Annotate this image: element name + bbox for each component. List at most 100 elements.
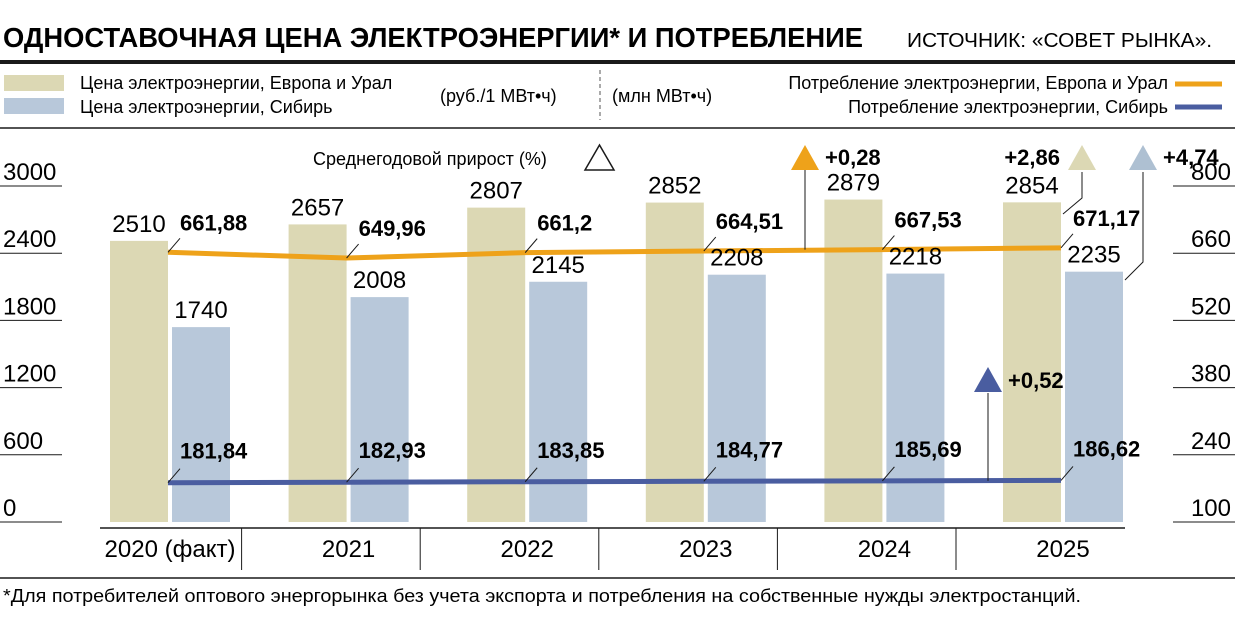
- cons-eu-leader: [346, 243, 359, 259]
- bar-label-price-eu: 2510: [112, 211, 165, 238]
- bar-price-sib: [707, 274, 766, 522]
- cons-sib-label: 185,69: [894, 437, 961, 462]
- bar-label-price-eu: 2807: [470, 178, 523, 205]
- lines: [167, 233, 1074, 486]
- x-tick-label: 2021: [322, 536, 375, 563]
- legend-swatch-price-sib: [4, 98, 64, 114]
- cons-sib-label: 184,77: [716, 437, 783, 462]
- bar-price-eu: [467, 207, 526, 522]
- cons-sib-label: 182,93: [359, 438, 426, 463]
- bars: [110, 199, 1123, 523]
- bar-label-price-sib: 2008: [353, 267, 406, 294]
- cons-sib-leader: [882, 466, 895, 482]
- y-left-tick-label: 0: [3, 495, 16, 522]
- y-right-tick-label: 520: [1191, 293, 1231, 320]
- cons-eu-label: 671,17: [1073, 206, 1140, 231]
- bar-price-sib: [529, 281, 588, 522]
- y-right-tick-label: 100: [1191, 495, 1231, 522]
- cons-eu-label: 649,96: [359, 216, 426, 241]
- growth-triangle-cons-eu: [791, 145, 819, 170]
- chart-title: ОДНОСТАВОЧНАЯ ЦЕНА ЭЛЕКТРОЭНЕРГИИ* И ПОТ…: [3, 22, 863, 53]
- cons-sib-label: 181,84: [180, 439, 248, 464]
- cons-eu-line: [167, 245, 1062, 261]
- x-tick-label: 2023: [679, 536, 732, 563]
- legend: Цена электроэнергии, Европа и Урал Цена …: [4, 70, 1222, 120]
- bar-price-eu: [288, 224, 347, 522]
- bar-label-price-sib: 2145: [532, 252, 585, 279]
- y-left-tick-label: 600: [3, 428, 43, 455]
- cons-eu-leader: [703, 236, 717, 252]
- growth-value-price-sib: +4,74: [1163, 145, 1219, 170]
- legend-label-price-eu: Цена электроэнергии, Европа и Урал: [80, 73, 392, 93]
- growth-legend-triangle: [583, 143, 616, 171]
- y-right-tick-label: 240: [1191, 428, 1231, 455]
- growth-triangle-price-sib: [1129, 145, 1157, 170]
- growth-label: Среднегодовой прирост (%): [313, 149, 547, 169]
- y-left-tick-label: 3000: [3, 159, 56, 186]
- y-left-tick-label: 1800: [3, 293, 56, 320]
- axis-right: 100 240 380 520 660 800: [1191, 159, 1231, 522]
- source-note: ИСТОЧНИК: «СОВЕТ РЫНКА».: [907, 30, 1212, 52]
- bar-price-sib: [350, 297, 409, 522]
- growth-triangle-cons-sib: [974, 367, 1002, 392]
- bar-price-eu: [1003, 202, 1061, 523]
- y-left-tick-label: 2400: [3, 226, 56, 253]
- data-labels: 2510 1740 2657 2008 2807 2145 2852 2208 2879 2218…: [112, 170, 1140, 464]
- bar-label-price-sib: 2235: [1067, 242, 1120, 269]
- bar-label-price-eu: 2852: [648, 173, 701, 200]
- bar-label-price-eu: 2879: [827, 170, 880, 197]
- bar-label-price-sib: 1740: [174, 297, 227, 324]
- cons-sib-leader: [524, 467, 538, 483]
- legend-label-cons-eu: Потребление электроэнергии, Европа и Ура…: [788, 73, 1168, 93]
- cons-sib-leader: [167, 468, 181, 484]
- cons-sib-line: [167, 477, 1062, 486]
- bar-price-eu: [824, 199, 883, 522]
- cons-sib-label: 183,85: [537, 438, 604, 463]
- y-left-tick-label: 1200: [3, 361, 56, 388]
- cons-sib-leader: [346, 467, 359, 483]
- cons-eu-leader: [167, 237, 181, 253]
- bar-label-price-sib: 2208: [710, 245, 763, 272]
- legend-label-price-sib: Цена электроэнергии, Сибирь: [80, 97, 333, 117]
- cons-eu-label: 661,88: [180, 210, 247, 235]
- x-tick-label: 2020 (факт): [105, 536, 236, 563]
- y-right-tick-label: 800: [1191, 159, 1231, 186]
- cons-eu-leader: [1060, 233, 1074, 249]
- growth-value-price-eu: +2,86: [1004, 145, 1060, 170]
- x-tick-label: 2025: [1036, 536, 1089, 563]
- cons-eu-leader: [524, 238, 538, 253]
- x-axis: 2020 (факт) 2021 2022 2023 2024 2025: [100, 527, 1125, 570]
- cons-sib-leader: [703, 466, 717, 482]
- bar-price-eu: [110, 240, 168, 522]
- x-tick-label: 2022: [501, 536, 554, 563]
- footnote: *Для потребителей оптового энергорынка б…: [3, 586, 1081, 606]
- growth-value-cons-eu: +0,28: [825, 145, 881, 170]
- x-tick-label: 2024: [858, 536, 911, 563]
- axis-left: 0 600 1200 1800 2400 3000: [3, 159, 56, 522]
- growth-marks: +0,28 +2,86 +4,74 +0,52: [791, 145, 1219, 481]
- grid: [0, 185, 1235, 523]
- bar-label-price-eu: 2854: [1005, 172, 1058, 199]
- cons-sib-label: 186,62: [1073, 436, 1140, 461]
- y-right-tick-label: 660: [1191, 226, 1231, 253]
- growth-value-cons-sib: +0,52: [1008, 368, 1064, 393]
- cons-sib-leader: [1060, 466, 1074, 481]
- growth-leader-price-eu: [1062, 172, 1083, 215]
- bar-price-eu: [645, 202, 704, 523]
- legend-swatch-price-eu: [4, 75, 64, 91]
- y-right-tick-label: 380: [1191, 361, 1231, 388]
- cons-eu-leader: [882, 235, 895, 250]
- cons-eu-label: 661,2: [537, 211, 592, 236]
- growth-leader-price-sib: [1124, 172, 1144, 281]
- bar-price-sib: [1065, 271, 1123, 522]
- cons-eu-label: 667,53: [894, 208, 961, 233]
- legend-price-unit: (руб./1 МВт•ч): [440, 86, 557, 106]
- legend-cons-unit: (млн МВт•ч): [612, 86, 712, 106]
- bar-price-sib: [172, 327, 230, 522]
- cons-eu-label: 664,51: [716, 209, 783, 234]
- bar-label-price-sib: 2218: [889, 244, 942, 271]
- header-rule: [0, 60, 1235, 64]
- legend-label-cons-sib: Потребление электроэнергии, Сибирь: [848, 97, 1168, 117]
- bar-price-sib: [886, 273, 945, 522]
